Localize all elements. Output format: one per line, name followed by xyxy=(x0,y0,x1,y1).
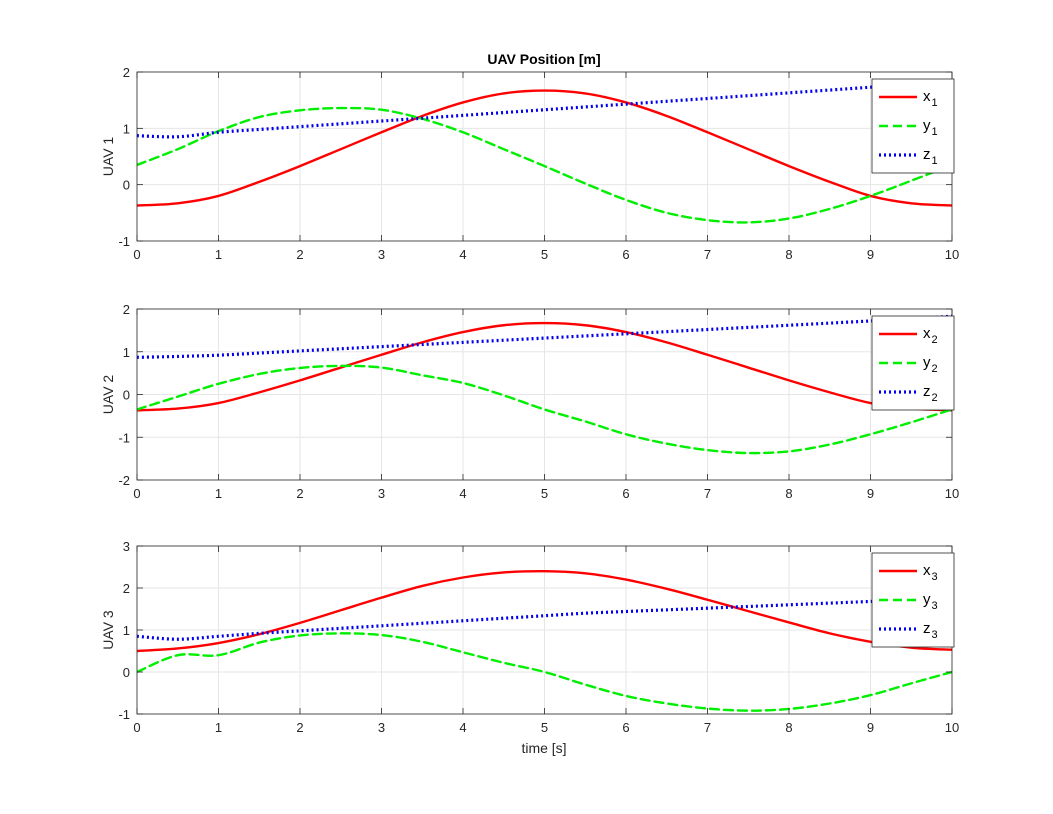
x-tick-label: 1 xyxy=(215,247,222,262)
x-tick-label: 7 xyxy=(704,720,711,735)
legend-label-x2: x2 xyxy=(923,325,938,346)
x-tick-label: 2 xyxy=(296,247,303,262)
x-tick-label: 0 xyxy=(133,486,140,501)
x-tick-label: 10 xyxy=(945,247,959,262)
y-tick-label: 1 xyxy=(123,623,130,638)
x-tick-label: 3 xyxy=(378,486,385,501)
legend-label-x3: x3 xyxy=(923,562,938,583)
y-tick-label: 2 xyxy=(123,65,130,80)
x-tick-label: 7 xyxy=(704,247,711,262)
figure-title: UAV Position [m] xyxy=(487,51,600,67)
series-line-x3 xyxy=(137,569,952,653)
series-line-x1 xyxy=(137,89,952,207)
x-tick-label: 4 xyxy=(459,247,466,262)
subplot-uav-2: 0 1 2 3 4 5 6 7 8 9 10 -2 -1 0 1 2 UAV 2 x2 y2 z2 xyxy=(100,302,959,501)
series-line-x2 xyxy=(137,321,952,412)
series-line-y2 xyxy=(137,364,952,455)
x-tick-label: 4 xyxy=(459,486,466,501)
y-tick-label: -1 xyxy=(118,234,130,249)
legend: x2 y2 z2 xyxy=(871,315,955,411)
series-line-z2 xyxy=(137,314,952,359)
y-axis-label: UAV 2 xyxy=(100,375,116,415)
series-line-y1 xyxy=(137,106,952,224)
y-tick-label: 0 xyxy=(123,388,130,403)
x-tick-label: 0 xyxy=(133,247,140,262)
x-axis-label: time [s] xyxy=(521,740,566,756)
legend: x3 y3 z3 xyxy=(871,552,955,648)
x-tick-label: 8 xyxy=(785,486,792,501)
legend-label-y3: y3 xyxy=(923,591,938,612)
x-tick-label: 5 xyxy=(541,486,548,501)
y-tick-label: 0 xyxy=(123,178,130,193)
x-tick-label: 5 xyxy=(541,247,548,262)
y-axis-label: UAV 1 xyxy=(100,137,116,177)
legend-label-x1: x1 xyxy=(923,88,938,109)
y-tick-label: 1 xyxy=(123,345,130,360)
x-tick-label: 5 xyxy=(541,720,548,735)
x-tick-label: 8 xyxy=(785,247,792,262)
x-tick-label: 6 xyxy=(622,247,629,262)
series-line-y3 xyxy=(137,632,952,712)
series-group xyxy=(137,314,952,455)
legend-label-z1: z1 xyxy=(923,146,938,167)
legend: x1 y1 z1 xyxy=(871,78,955,174)
y-tick-label: -2 xyxy=(118,473,130,488)
x-tick-label: 9 xyxy=(867,720,874,735)
x-tick-label: 3 xyxy=(378,720,385,735)
x-tick-label: 6 xyxy=(622,720,629,735)
x-tick-label: 1 xyxy=(215,720,222,735)
series-group xyxy=(137,79,952,224)
legend-label-z3: z3 xyxy=(923,620,938,641)
x-tick-label: 9 xyxy=(867,247,874,262)
x-tick-label: 8 xyxy=(785,720,792,735)
legend-label-z2: z2 xyxy=(923,383,938,404)
legend-label-y1: y1 xyxy=(923,117,938,138)
y-tick-label: -1 xyxy=(118,430,130,445)
y-tick-label: 2 xyxy=(123,302,130,317)
x-tick-label: 0 xyxy=(133,720,140,735)
x-tick-label: 7 xyxy=(704,486,711,501)
x-tick-label: 10 xyxy=(945,486,959,501)
x-tick-label: 9 xyxy=(867,486,874,501)
x-tick-label: 2 xyxy=(296,486,303,501)
y-tick-label: 3 xyxy=(123,539,130,554)
y-tick-label: 0 xyxy=(123,665,130,680)
x-tick-label: 1 xyxy=(215,486,222,501)
x-tick-label: 6 xyxy=(622,486,629,501)
y-tick-label: -1 xyxy=(118,707,130,722)
x-tick-label: 10 xyxy=(945,720,959,735)
x-tick-label: 4 xyxy=(459,720,466,735)
y-axis-label: UAV 3 xyxy=(100,610,116,650)
x-tick-label: 3 xyxy=(378,247,385,262)
series-group xyxy=(137,569,952,712)
x-tick-label: 2 xyxy=(296,720,303,735)
y-tick-label: 1 xyxy=(123,121,130,136)
y-tick-label: 2 xyxy=(123,581,130,596)
legend-label-y2: y2 xyxy=(923,354,938,375)
